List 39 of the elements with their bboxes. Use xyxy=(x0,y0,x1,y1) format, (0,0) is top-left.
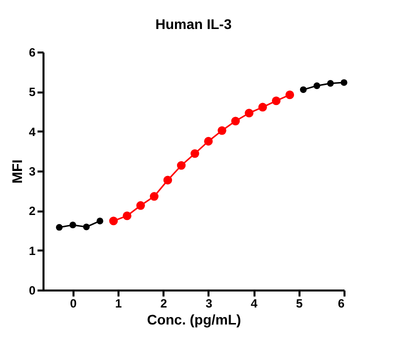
x-tick-label: 5 xyxy=(296,296,303,310)
x-tick-label: 4 xyxy=(250,296,258,310)
point xyxy=(136,201,145,210)
x-tick-label: 3 xyxy=(206,296,213,310)
point xyxy=(231,116,240,126)
point xyxy=(122,212,132,220)
y-tick-label: 2 xyxy=(28,204,36,218)
chart-title: Human IL-3 xyxy=(155,16,232,32)
point xyxy=(327,80,334,87)
point xyxy=(314,82,320,90)
point xyxy=(163,176,172,184)
y-tick-label: 3 xyxy=(28,164,36,178)
point xyxy=(56,224,63,231)
y-tick-label: 1 xyxy=(28,244,36,258)
point xyxy=(69,222,76,228)
x-tick-label: 2 xyxy=(160,296,168,310)
x-tick-label: 0 xyxy=(70,296,77,310)
point xyxy=(204,136,213,146)
y-tick-label: 6 xyxy=(28,46,36,60)
y-tick-label: 5 xyxy=(28,85,36,100)
point xyxy=(96,218,104,224)
y-tick-label: 4 xyxy=(28,124,36,139)
point xyxy=(258,102,267,112)
point xyxy=(272,96,281,106)
y-axis-title: MFI xyxy=(8,159,25,184)
x-axis-title: Conc. (pg/mL) xyxy=(146,312,242,328)
point xyxy=(190,149,200,158)
point xyxy=(244,108,254,118)
point xyxy=(83,224,90,230)
point xyxy=(300,86,307,94)
x-tick-label: 6 xyxy=(338,296,345,310)
point xyxy=(150,192,159,201)
y-tick-label: 0 xyxy=(28,284,36,298)
point xyxy=(176,161,186,170)
x-tick-label: 1 xyxy=(115,296,122,310)
point xyxy=(340,79,348,86)
point xyxy=(218,126,226,135)
point xyxy=(109,216,118,226)
point xyxy=(285,90,294,100)
